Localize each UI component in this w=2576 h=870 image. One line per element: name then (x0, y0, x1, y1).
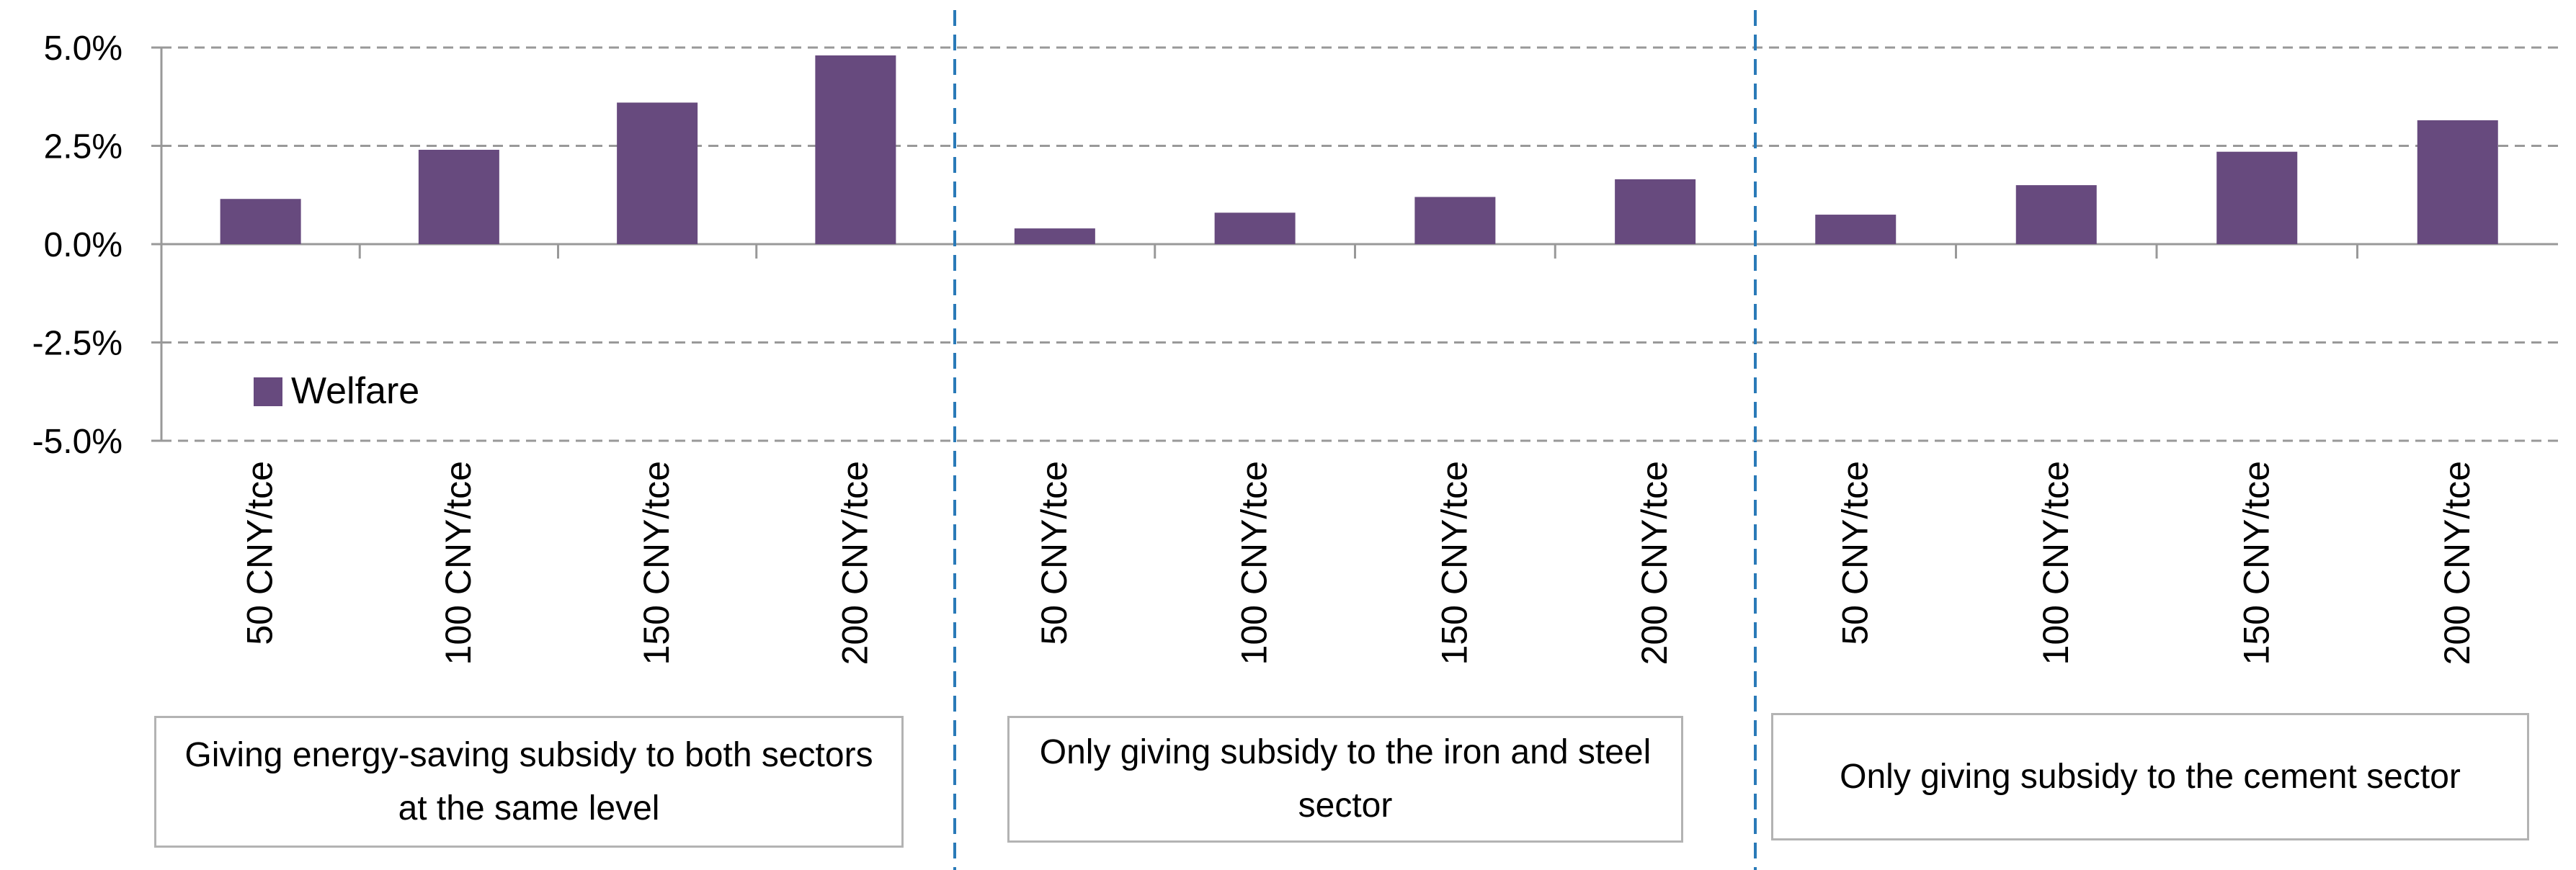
bar-welfare (1214, 212, 1296, 244)
x-tick-label: 50 CNY/tce (240, 461, 280, 645)
x-tick-label: 150 CNY/tce (2236, 461, 2276, 665)
x-tick-label: 150 CNY/tce (1434, 461, 1474, 665)
x-tick-label: 200 CNY/tce (2437, 461, 2477, 665)
y-tick-label: -2.5% (32, 325, 122, 363)
group-label-cement: Only giving subsidy to the cement sector (1771, 713, 2529, 840)
bar-welfare (1414, 197, 1496, 244)
x-tick-label: 100 CNY/tce (1234, 461, 1275, 665)
x-tick-label: 200 CNY/tce (834, 461, 875, 665)
x-tick-label: 50 CNY/tce (1835, 461, 1875, 645)
bar-welfare (418, 149, 499, 244)
bar-welfare (220, 199, 301, 244)
y-tick-label: -5.0% (32, 423, 122, 461)
x-axis-tick-labels: 50 CNY/tce 100 CNY/tce 150 CNY/tce 200 CNY/… (240, 461, 2477, 665)
legend-label-welfare: Welfare (291, 370, 419, 412)
y-tick-label: 2.5% (44, 128, 122, 166)
legend-swatch-welfare (254, 377, 282, 406)
legend: Welfare (254, 370, 419, 412)
x-tick-label: 150 CNY/tce (636, 461, 677, 665)
bar-welfare (815, 55, 896, 245)
bar-welfare (2417, 120, 2498, 244)
bar-welfare (1815, 215, 1897, 244)
y-tick-label: 5.0% (44, 30, 122, 68)
group-label-iron-steel: Only giving subsidy to the iron and stee… (1007, 716, 1683, 843)
x-tick-label: 100 CNY/tce (2036, 461, 2076, 665)
bars (220, 55, 2498, 245)
grid-lines (161, 46, 2558, 442)
y-tick-label: 0.0% (44, 226, 122, 264)
axes (151, 46, 2558, 442)
bar-welfare (617, 102, 698, 244)
bar-welfare (2216, 151, 2298, 244)
bar-welfare (2015, 185, 2097, 244)
bar-welfare (1014, 228, 1095, 244)
x-tick-label: 50 CNY/tce (1034, 461, 1074, 645)
x-tick-label: 200 CNY/tce (1634, 461, 1675, 665)
y-axis-tick-labels: 5.0% 2.5% 0.0% -2.5% -5.0% (32, 30, 122, 461)
group-label-both-sectors: Giving energy-saving subsidy to both sec… (154, 716, 904, 848)
x-tick-label: 100 CNY/tce (438, 461, 478, 665)
bar-welfare (1615, 179, 1696, 244)
group-separators (953, 10, 1757, 870)
